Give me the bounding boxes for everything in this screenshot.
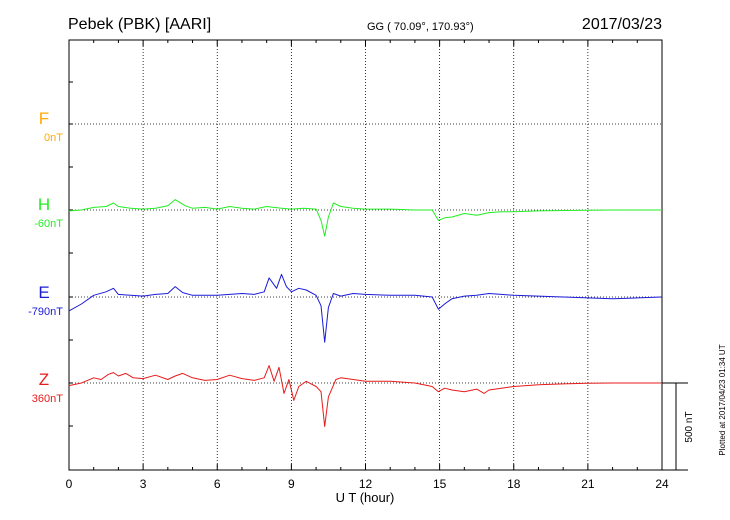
- x-axis-label: U T (hour): [336, 490, 395, 505]
- series-lines: [68, 199, 663, 427]
- plotted-timestamp: Plotted at 2017/04/23 01:34 UT: [718, 344, 727, 455]
- x-tick-labels: 0 3 6 9 12 15 18 21 24: [66, 477, 669, 491]
- chart-date: 2017/03/23: [582, 16, 662, 33]
- station-coords: GG ( 70.09°, 170.93°): [367, 21, 474, 33]
- plot-frame: [68, 39, 663, 471]
- axis-ticks: [68, 40, 663, 470]
- x-tick-label: 21: [581, 477, 595, 491]
- x-tick-label: 0: [66, 477, 73, 491]
- component-baseline-h: -60nT: [34, 218, 63, 230]
- series-e-line: [68, 273, 663, 343]
- component-baseline-e: -790nT: [28, 306, 63, 318]
- component-labels: F 0nT H -60nT E -790nT Z 360nT: [28, 109, 63, 405]
- x-tick-label: 18: [507, 477, 521, 491]
- x-tick-label: 12: [359, 477, 373, 491]
- component-label-f: F: [39, 109, 49, 128]
- station-title: Pebek (PBK) [AARI]: [68, 16, 211, 33]
- x-tick-label: 6: [214, 477, 221, 491]
- x-tick-label: 9: [288, 477, 295, 491]
- series-z-line: [68, 365, 662, 427]
- x-tick-label: 3: [140, 477, 147, 491]
- component-label-z: Z: [39, 370, 49, 389]
- component-label-e: E: [38, 283, 49, 302]
- scale-bar-label: 500 nT: [684, 411, 695, 442]
- x-tick-label: 24: [655, 477, 669, 491]
- grid-lines: [142, 40, 589, 470]
- x-tick-label: 15: [433, 477, 447, 491]
- scale-bar: 500 nT: [662, 382, 695, 471]
- component-label-h: H: [38, 195, 50, 214]
- component-baseline-f: 0nT: [44, 132, 63, 144]
- component-baseline-z: 360nT: [32, 393, 63, 405]
- series-h-line: [68, 199, 662, 237]
